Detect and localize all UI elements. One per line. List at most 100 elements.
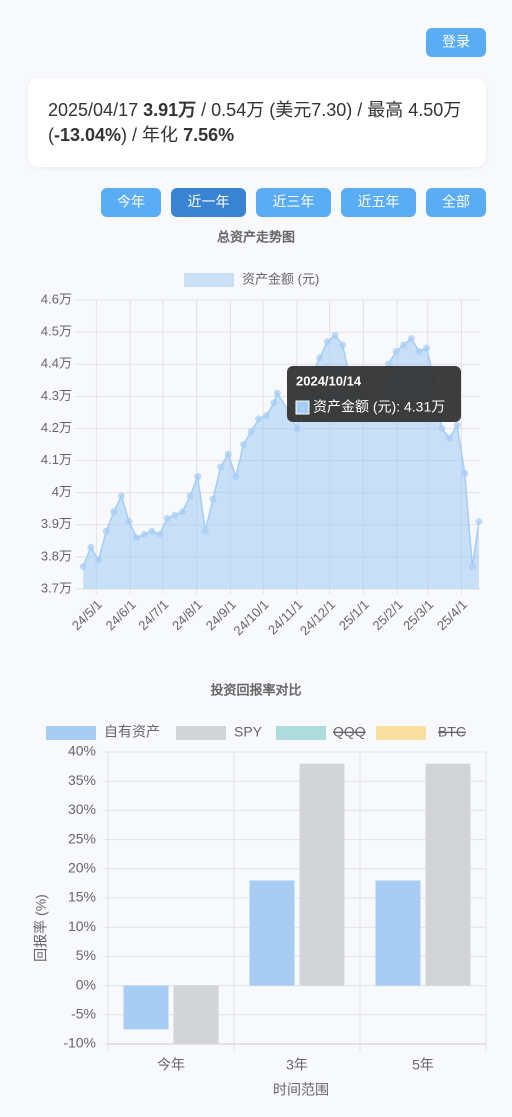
x-tick-label: 25/1/1 [336,597,372,633]
chart-title: 投资回报率对比 [210,682,301,697]
point [392,347,400,355]
range-label[interactable]: 近三年 [273,194,315,210]
point [468,563,476,571]
point [224,450,232,458]
point [461,469,469,477]
y-tick-label: 40% [68,743,96,759]
point [453,421,461,429]
range-label[interactable]: 今年 [117,194,145,210]
point [194,473,202,481]
y-tick-label: -5% [71,1006,96,1022]
point [133,534,141,542]
point [79,563,87,571]
point [316,354,324,362]
bar [375,880,421,986]
bar [249,880,295,986]
y-tick-label: -10% [63,1035,96,1051]
point [156,530,164,538]
point [293,424,301,432]
y-tick-label: 4.5万 [41,324,72,339]
y-tick-label: 4.2万 [41,420,72,435]
y-tick-label: 5% [76,947,96,963]
point [239,441,247,448]
x-tick-label: 24/5/1 [69,597,105,633]
tooltip-label: 资产金额 (元): 4.31万 [313,399,445,415]
y-tick-label: 3.7万 [41,580,72,595]
legend-swatch [176,726,226,740]
y-tick-label: 4.4万 [41,356,72,371]
annual: 7.56% [183,125,235,145]
x-tick-label: 24/7/1 [135,597,171,633]
y-tick-label: 20% [68,860,96,876]
legend-swatch [376,726,426,740]
legend-swatch [276,726,326,740]
point [423,344,431,352]
legend-label: 资产金额 (元) [242,271,319,286]
detail: / 0.54万 (美元7.30) / 最高 4.50万( [48,100,462,145]
tooltip [287,366,461,422]
x-tick-label: 5年 [412,1057,434,1073]
tooltip-date: 2024/10/14 [296,373,362,388]
point [95,556,103,564]
range-button[interactable] [426,188,486,217]
x-tick-label: 24/8/1 [169,597,205,633]
x-tick-label: 25/2/1 [370,597,406,633]
point [125,518,133,526]
x-tick-label: 3年 [286,1057,308,1073]
range-button[interactable] [341,188,416,217]
range-button[interactable] [256,188,331,217]
x-tick-label: 今年 [157,1057,185,1073]
y-tick-label: 30% [68,801,96,817]
bar [299,763,345,986]
point [117,492,125,500]
legend-label: 自有资产 [104,724,160,740]
chart-title: 总资产走势图 [217,229,295,244]
point [331,331,339,339]
y-tick-label: 3.9万 [41,516,72,531]
date: 2025/04/17 [48,100,139,120]
point [171,511,179,519]
range-label[interactable]: 近一年 [188,194,230,210]
x-axis-label: 时间范围 [273,1082,329,1098]
point [201,527,209,535]
x-tick-label: 24/6/1 [103,597,139,633]
y-tick-label: 4.1万 [41,452,72,467]
range-button[interactable] [171,188,246,217]
point [102,527,110,535]
login-label[interactable]: 登录 [442,34,470,50]
point [270,399,278,407]
range-label[interactable]: 全部 [442,194,470,210]
y-axis-label: 回报率 (%) [33,894,49,962]
point [232,473,240,481]
x-tick-label: 25/4/1 [434,597,470,633]
y-tick-label: 35% [68,772,96,788]
point [445,434,453,442]
point [178,508,186,516]
point [148,527,156,535]
legend-swatch [184,273,234,287]
legend-label: SPY [234,724,263,740]
point [273,389,281,397]
legend-label: BTC [438,724,466,740]
point [407,335,415,343]
range-button[interactable] [101,188,161,217]
legend-label: QQQ [333,724,366,740]
bar [425,763,471,986]
point [438,424,446,432]
y-tick-label: 25% [68,830,96,846]
total: 3.91万 [143,100,197,120]
point [87,543,95,551]
point [415,347,423,355]
login-button[interactable] [426,28,486,57]
point [140,530,148,538]
x-tick-label: 24/10/1 [230,597,271,638]
x-tick-label: 24/12/1 [297,597,338,638]
bar [123,985,169,1030]
point [217,463,225,471]
tooltip-swatch [295,400,310,415]
range-label[interactable]: 近五年 [358,194,400,210]
y-tick-label: 3.8万 [41,548,72,563]
point [262,412,270,420]
